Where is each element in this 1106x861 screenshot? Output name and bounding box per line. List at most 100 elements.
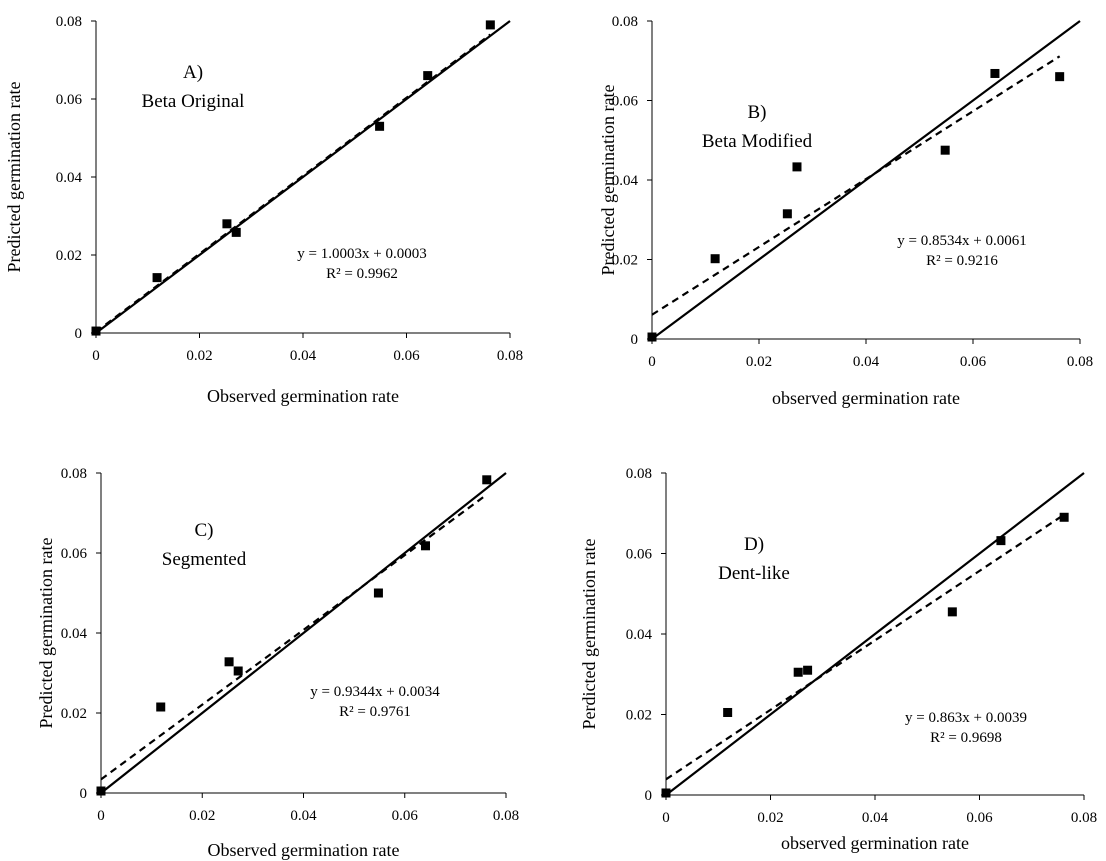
r-squared-label: R² = 0.9216	[926, 253, 998, 269]
y-tick-label: 0.02	[56, 248, 82, 264]
panel-label: A)	[183, 62, 203, 83]
y-tick-label: 0	[631, 332, 639, 348]
panel-label: D)	[744, 534, 764, 555]
panel-a-beta-original: 0 0.02 0.04 0.06 0.08 0 0.02 0.04 0.06 0.08 A) Beta…	[4, 14, 523, 406]
x-axis-title: Observed germination rate	[208, 840, 400, 860]
regression-line	[95, 33, 491, 333]
data-point	[423, 71, 433, 81]
y-tick-label: 0.04	[612, 173, 639, 189]
y-tick-label: 0.08	[626, 466, 652, 482]
data-point	[990, 68, 1000, 78]
model-name: Segmented	[162, 549, 247, 570]
y-tick-label: 0.06	[61, 546, 88, 562]
equation-label: y = 0.863x + 0.0039	[905, 710, 1027, 726]
regression-line	[651, 55, 1061, 316]
x-tick-label: 0.04	[853, 354, 880, 370]
x-tick-label: 0.04	[862, 810, 889, 826]
data-point	[793, 667, 803, 677]
data-point	[996, 536, 1006, 546]
panel-b-beta-modified: 0 0.02 0.04 0.06 0.08 0 0.02 0.04 0.06 0.08 B) Beta…	[598, 14, 1093, 408]
y-tick-label: 0.04	[61, 626, 88, 642]
one-to-one-line	[100, 472, 507, 794]
x-tick-label: 0.06	[392, 808, 419, 824]
model-name: Beta Modified	[702, 131, 813, 152]
x-axis-title: Observed germination rate	[207, 386, 399, 406]
x-tick-label: 0.02	[757, 810, 783, 826]
x-tick-label: 0.06	[960, 354, 987, 370]
model-name: Beta Original	[142, 91, 245, 112]
equation-label: y = 0.8534x + 0.0061	[897, 233, 1026, 249]
equation-label: y = 1.0003x + 0.0003	[297, 246, 426, 262]
data-point	[710, 254, 720, 264]
data-point	[421, 541, 431, 551]
data-point	[91, 326, 101, 336]
panel-label: B)	[748, 102, 767, 123]
x-tick-label: 0	[662, 810, 670, 826]
x-tick-label: 0.04	[290, 348, 317, 364]
y-tick-label: 0	[80, 786, 88, 802]
data-point	[792, 162, 802, 172]
data-point	[1059, 512, 1069, 522]
r-squared-label: R² = 0.9962	[326, 266, 398, 282]
y-tick-label: 0.06	[612, 94, 639, 110]
data-point	[156, 702, 166, 712]
data-point	[723, 707, 733, 717]
r-squared-label: R² = 0.9698	[930, 730, 1002, 746]
one-to-one-line	[665, 472, 1085, 796]
data-point	[152, 273, 162, 283]
y-tick-label: 0.08	[56, 14, 82, 30]
panel-label: C)	[195, 520, 214, 541]
regression-line	[100, 493, 488, 781]
panel-c-segmented: 0 0.02 0.04 0.06 0.08 0 0.02 0.04 0.06 0.08 C) Segm…	[36, 466, 519, 860]
x-tick-label: 0.08	[1067, 354, 1093, 370]
regression-line	[665, 513, 1065, 781]
r-squared-label: R² = 0.9761	[339, 704, 411, 720]
x-tick-label: 0.06	[966, 810, 993, 826]
data-point	[940, 145, 950, 155]
x-tick-label: 0.06	[393, 348, 420, 364]
x-tick-label: 0.02	[189, 808, 215, 824]
data-point	[661, 788, 671, 798]
data-point	[947, 607, 957, 617]
data-point	[222, 219, 232, 229]
model-name: Dent-like	[718, 563, 790, 584]
data-point	[231, 227, 241, 237]
data-point	[1055, 72, 1065, 82]
x-axis-title: observed germination rate	[772, 388, 960, 408]
data-point	[375, 121, 385, 131]
data-point	[233, 666, 243, 676]
y-axis-title: Predicted germination rate	[598, 85, 618, 276]
data-point	[782, 209, 792, 219]
y-tick-label: 0.02	[626, 708, 652, 724]
y-axis-title: Predicted germination rate	[36, 538, 56, 729]
x-tick-label: 0	[648, 354, 656, 370]
y-axis-title: Perdicted germination rate	[579, 539, 599, 730]
y-tick-label: 0.06	[56, 92, 83, 108]
y-axis-title: Predicted germination rate	[4, 82, 24, 273]
equation-label: y = 0.9344x + 0.0034	[310, 684, 440, 700]
y-tick-label: 0.08	[61, 466, 87, 482]
x-tick-label: 0	[97, 808, 105, 824]
data-point	[96, 786, 106, 796]
data-point	[224, 657, 234, 667]
y-tick-label: 0.04	[626, 627, 653, 643]
y-tick-label: 0	[645, 788, 653, 804]
x-tick-label: 0.02	[746, 354, 772, 370]
x-tick-label: 0.08	[497, 348, 523, 364]
y-tick-label: 0.02	[612, 253, 638, 269]
data-point	[647, 332, 657, 342]
data-point	[373, 588, 383, 598]
y-tick-label: 0.06	[626, 547, 653, 563]
y-tick-label: 0	[75, 326, 83, 342]
y-tick-label: 0.04	[56, 170, 83, 186]
x-tick-label: 0.08	[1071, 810, 1097, 826]
x-tick-label: 0.04	[290, 808, 317, 824]
panel-d-dent-like: 0 0.02 0.04 0.06 0.08 0 0.02 0.04 0.06 0.08 D) Dent…	[579, 466, 1097, 853]
x-axis-title: observed germination rate	[781, 833, 969, 853]
x-tick-label: 0.08	[493, 808, 519, 824]
data-point	[485, 20, 495, 30]
x-tick-label: 0	[92, 348, 100, 364]
data-point	[482, 475, 492, 485]
y-tick-label: 0.08	[612, 14, 638, 30]
